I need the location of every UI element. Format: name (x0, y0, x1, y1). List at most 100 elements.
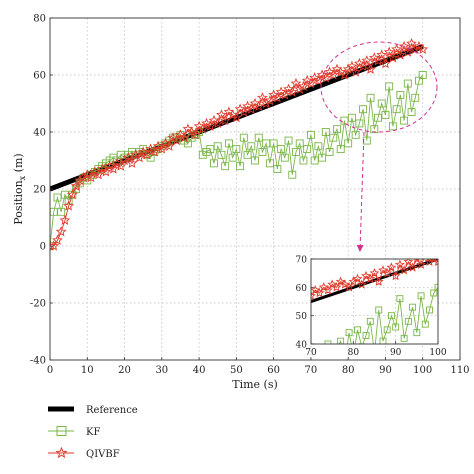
legend-marker-kf (56, 426, 67, 436)
point-kf (359, 105, 368, 114)
inset-point-kf (404, 317, 412, 325)
x-tick-label: 80 (342, 365, 355, 376)
inset-point-qivbf (382, 268, 393, 278)
x-tick-label: 70 (305, 365, 318, 376)
inset-point-kf (358, 343, 366, 344)
inset-point-qivbf (403, 259, 414, 267)
point-qivbf (212, 117, 224, 129)
point-kf (210, 159, 218, 168)
point-qivbf (342, 63, 354, 74)
point-qivbf (50, 240, 60, 251)
point-kf (377, 99, 386, 108)
point-qivbf (171, 134, 183, 146)
point-qivbf (93, 169, 104, 180)
point-qivbf (55, 226, 67, 237)
point-qivbf (327, 69, 339, 80)
inset-point-qivbf (314, 287, 325, 298)
inset-point-kf (342, 358, 348, 364)
inset-y-tick-label: 40 (296, 341, 308, 351)
point-kf (228, 153, 237, 162)
point-kf (53, 193, 62, 202)
point-kf (366, 93, 375, 102)
inset-point-qivbf (399, 265, 410, 275)
inset-point-kf (324, 340, 332, 344)
point-kf (221, 162, 230, 171)
inset-point-kf (396, 295, 404, 303)
point-qivbf (298, 80, 309, 91)
point-qivbf (361, 55, 373, 66)
point-qivbf (141, 149, 153, 160)
inset-point-kf (379, 337, 387, 344)
point-kf (314, 142, 323, 151)
point-qivbf (339, 69, 350, 80)
point-qivbf (372, 55, 384, 66)
point-qivbf (50, 240, 56, 251)
point-kf (217, 150, 226, 159)
inset-x-tick-label: 80 (348, 348, 360, 358)
point-kf (396, 90, 405, 99)
point-kf (303, 145, 312, 154)
inset-point-kf (321, 367, 327, 373)
point-qivbf (178, 132, 190, 143)
point-kf (57, 207, 66, 216)
point-kf (254, 133, 263, 142)
inset-background (311, 259, 438, 344)
point-qivbf (134, 151, 145, 163)
legend: Reference KF QIVBF (48, 405, 138, 460)
point-kf (336, 145, 345, 154)
inset-point-qivbf (369, 268, 380, 278)
point-kf (258, 147, 267, 156)
point-qivbf (204, 120, 216, 131)
point-qivbf (357, 60, 369, 72)
point-qivbf (286, 86, 298, 97)
y-tick-label: -40 (30, 356, 46, 367)
inset-point-kf (372, 350, 378, 356)
inset-point-qivbf (344, 282, 355, 292)
inset-point-kf (413, 329, 421, 337)
point-qivbf (253, 100, 265, 111)
point-qivbf (346, 60, 358, 72)
point-kf (206, 145, 215, 154)
point-qivbf (66, 189, 78, 200)
point-kf (381, 110, 390, 119)
point-qivbf (238, 106, 250, 117)
point-kf (411, 93, 420, 102)
inset-point-kf (417, 292, 425, 300)
x-axis-label: Time (s) (232, 378, 278, 391)
point-qivbf (126, 157, 138, 168)
point-kf (299, 156, 308, 165)
x-tick-label: 60 (267, 365, 280, 376)
inset-point-qivbf (433, 259, 438, 267)
point-kf (280, 153, 289, 162)
inset-series-line-kf (327, 287, 438, 344)
zoom-arrow (356, 131, 365, 252)
inset-point-kf (333, 347, 339, 353)
inset-point-qivbf (394, 259, 405, 269)
point-kf (325, 147, 334, 156)
x-tick-label: 0 (47, 365, 53, 376)
point-kf (265, 159, 274, 168)
point-kf (355, 119, 364, 128)
point-qivbf (70, 180, 82, 191)
point-qivbf (156, 143, 168, 154)
point-qivbf (271, 92, 283, 103)
point-kf (318, 153, 327, 162)
point-qivbf (107, 163, 119, 174)
inset-point-qivbf (424, 259, 435, 267)
inset-point-qivbf (311, 290, 316, 301)
inset-point-kf (354, 326, 362, 334)
point-kf (333, 125, 341, 134)
inset-x-tick-label: 100 (429, 348, 446, 358)
point-kf (243, 150, 252, 159)
legend-marker-qivbf (55, 446, 68, 459)
point-qivbf (417, 43, 429, 54)
point-qivbf (115, 160, 127, 171)
point-kf (213, 142, 222, 151)
x-tick-label: 50 (230, 365, 243, 376)
y-tick-label: 40 (33, 128, 46, 139)
inset-point-kf (430, 289, 438, 297)
point-kf (400, 116, 409, 125)
zoom-region-ellipse (320, 41, 438, 133)
